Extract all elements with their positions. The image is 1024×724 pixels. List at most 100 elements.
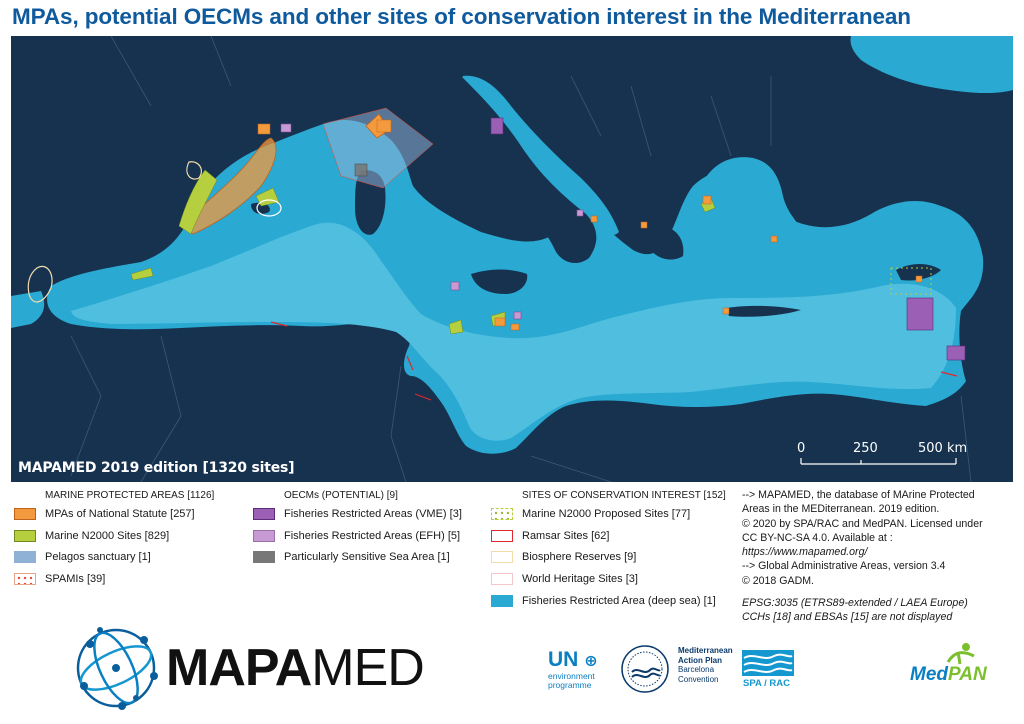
legend-item-spami: SPAMIs [39]: [14, 568, 214, 590]
legend-label: Marine N2000 Proposed Sites [77]: [522, 507, 691, 520]
unep-logo: UN ⊕ environment programme: [548, 648, 612, 690]
vme-swatch: [253, 507, 275, 520]
fra-efh-adriatic: [490, 117, 504, 135]
mpa-dots: [257, 119, 923, 331]
legend-sci-column: SITES OF CONSERVATION INTEREST [152] Mar…: [491, 489, 726, 611]
map-canvas: [11, 36, 1013, 482]
map-title: MPAs, potential OECMs and other sites of…: [12, 4, 911, 29]
scale-bar: [800, 458, 957, 465]
legend-label: SPAMIs [39]: [45, 572, 106, 585]
legend-heading-mpa: MARINE PROTECTED AREAS [1126]: [45, 490, 215, 501]
legend-oecm-column: OECMs (POTENTIAL) [9] Fisheries Restrict…: [253, 489, 462, 568]
source-info: --> MAPAMED, the database of MArine Prot…: [742, 488, 1018, 625]
deep-sea-fra-swatch: [491, 594, 513, 607]
deep-sea-fra-layer: [71, 222, 956, 441]
spa-rac-wave-icon: [742, 650, 794, 676]
info-display-note: CCHs [18] and EBSAs [15] are not display…: [742, 611, 953, 624]
medpan-figure-icon: [946, 643, 975, 665]
medpan-logo: MedPAN: [908, 642, 987, 692]
biosphere-layer: [27, 161, 282, 303]
pelagos-layer: [322, 107, 434, 189]
n2000-swatch: [14, 529, 36, 542]
ramsar-swatch: [491, 529, 513, 542]
sea-adriatic: [460, 75, 619, 236]
legend-item-whs: World Heritage Sites [3]: [491, 568, 726, 590]
legend-item-ramsar: Ramsar Sites [62]: [491, 525, 726, 547]
efh-swatch: [253, 529, 275, 542]
medpan-wordmark: MedPAN: [910, 664, 987, 685]
sea-aegean: [695, 157, 811, 258]
legend-label: Fisheries Restricted Areas (VME) [3]: [284, 507, 462, 520]
mapamed-wordmark: MAPAMED: [166, 639, 425, 697]
legend-label: Particularly Sensitive Sea Area [1]: [284, 551, 450, 564]
fra-efh-ionian: [576, 209, 584, 217]
deep-sea-fra-area: [71, 222, 956, 441]
fra-efh-gulf-lions: [280, 123, 292, 133]
fra-vme-eratosthenes: [906, 297, 934, 331]
legend-item-pelagos: Pelagos sanctuary [1]: [14, 546, 214, 568]
scale-label-500: 500 km: [918, 441, 968, 456]
scale-label-0: 0: [797, 441, 806, 456]
land-shapes: [251, 76, 941, 317]
legend-label: Fisheries Restricted Areas (EFH) [5]: [284, 529, 461, 542]
legend-label: Pelagos sanctuary [1]: [45, 551, 151, 564]
info-line: --> Global Administrative Areas, version…: [742, 560, 946, 573]
unep-mark: UN ⊕: [548, 648, 598, 671]
unep-globe-icon: ⊕: [584, 653, 598, 670]
spa-rac-logo: SPA / RAC: [740, 648, 796, 692]
scale-label-250: 250: [853, 441, 878, 456]
map-text: Mediterranean Action Plan Barcelona Conv…: [678, 646, 733, 684]
legend-label: MPAs of National Statute [257]: [45, 507, 195, 520]
info-line: Areas in the MEDiterranean. 2019 edition…: [742, 503, 940, 516]
land-sicily: [471, 269, 528, 294]
sea-atlantic: [11, 291, 45, 328]
land-italy: [401, 76, 597, 264]
spa-rac-text: SPA / RAC: [743, 678, 790, 689]
map-barcelona-logo: Mediterranean Action Plan Barcelona Conv…: [618, 644, 734, 694]
edition-label: MAPAMED 2019 edition [1320 sites]: [18, 460, 295, 476]
biosphere-swatch: [491, 551, 513, 564]
legend-item-pssa: Particularly Sensitive Sea Area [1]: [253, 546, 462, 568]
info-url-link[interactable]: https://www.mapamed.org/: [742, 546, 868, 559]
legend-label: Biosphere Reserves [9]: [522, 551, 637, 564]
n2000-proposed-layer: [890, 267, 932, 295]
ramsar-layer: [270, 321, 958, 401]
mapamed-logo: MAPAMED: [70, 622, 425, 712]
legend-item-vme: Fisheries Restricted Areas (VME) [3]: [253, 503, 462, 525]
land-balearics: [251, 202, 270, 214]
map-emblem-icon: [621, 645, 669, 693]
legend-item-deep-sea-fra: Fisheries Restricted Area (deep sea) [1]: [491, 590, 726, 612]
globe-network-icon: [76, 627, 158, 710]
fra-vme-nile: [946, 345, 966, 361]
mpa-swatch: [14, 507, 36, 520]
unep-sub: environment: [548, 671, 595, 681]
country-borders: [70, 36, 972, 482]
land-peloponnese: [647, 225, 684, 260]
legend-label: Fisheries Restricted Area (deep sea) [1]: [522, 594, 716, 607]
pssa-swatch: [253, 551, 275, 564]
n2000-proposed-swatch: [491, 507, 513, 520]
legend-item-n2000-proposed: Marine N2000 Proposed Sites [77]: [491, 503, 726, 525]
legend-mpa-column: MARINE PROTECTED AREAS [1126] MPAs of Na…: [14, 489, 214, 590]
fra-layer: [280, 117, 966, 361]
fra-efh-sicily-1: [450, 281, 460, 291]
legend-item-mpa: MPAs of National Statute [257]: [14, 503, 214, 525]
mediterranean-map[interactable]: MAPAMED 2019 edition [1320 sites] 0 250 …: [11, 36, 1013, 482]
legend-item-n2000: Marine N2000 Sites [829]: [14, 525, 214, 547]
unep-sub: programme: [548, 680, 592, 690]
info-projection-note: EPSG:3035 (ETRS89-extended / LAEA Europe…: [742, 597, 968, 610]
spami-swatch: [14, 572, 36, 585]
legend-label: World Heritage Sites [3]: [522, 572, 638, 585]
info-line: --> MAPAMED, the database of MArine Prot…: [742, 489, 975, 501]
legend-item-biosphere: Biosphere Reserves [9]: [491, 546, 726, 568]
legend-item-efh: Fisheries Restricted Areas (EFH) [5]: [253, 525, 462, 547]
pelagos-swatch: [14, 551, 36, 564]
sea-black-sea: [850, 36, 1013, 94]
legend-heading-oecm: OECMs (POTENTIAL) [9]: [284, 490, 398, 501]
pelagos-sanctuary: [322, 107, 434, 189]
info-line: CC BY-NC-SA 4.0. Available at :: [742, 531, 893, 544]
info-line: © 2020 by SPA/RAC and MedPAN. Licensed u…: [742, 517, 983, 530]
legend-heading-sci: SITES OF CONSERVATION INTEREST [152]: [522, 490, 726, 501]
fra-efh-sicily-2: [513, 311, 522, 320]
legend-label: Marine N2000 Sites [829]: [45, 529, 170, 542]
